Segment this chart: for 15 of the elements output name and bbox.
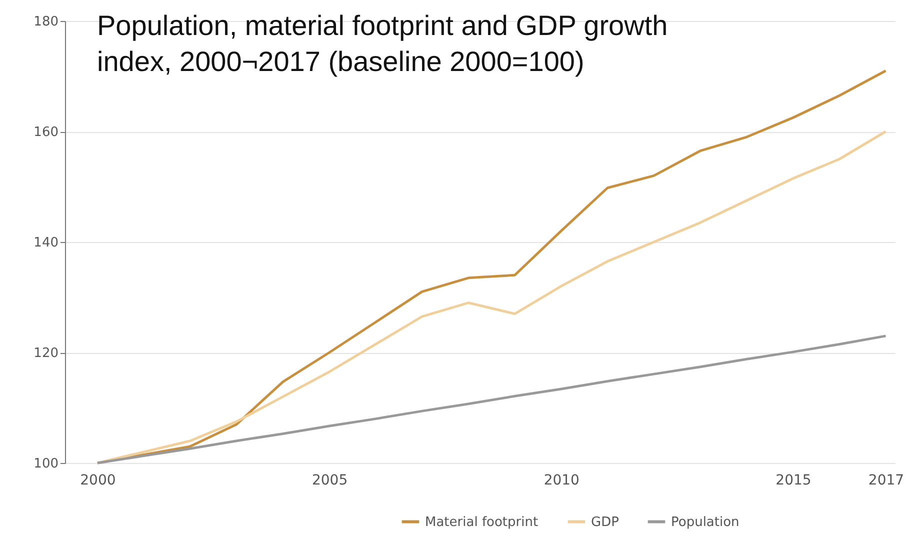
x-tick-label: 2017 (868, 472, 904, 488)
x-tick-label: 2010 (544, 472, 580, 488)
y-tick-label: 160 (34, 125, 58, 140)
legend-label: GDP (591, 514, 620, 530)
y-tick-label: 180 (34, 14, 58, 30)
y-tick-label: 120 (34, 346, 58, 361)
y-tick-label: 140 (34, 236, 58, 250)
line-series (96, 334, 887, 464)
legend-label: Population (671, 514, 740, 530)
chart-title: Population, material footprint and GDP growth index, 2000¬2017 (baseline 2000=100) (97, 10, 668, 77)
x-tick-label: 2000 (80, 472, 116, 488)
legend-label: Material footprint (425, 514, 538, 530)
y-tick-label: 100 (34, 456, 58, 472)
x-tick-label: 2005 (312, 472, 348, 488)
x-tick-label: 2015 (776, 472, 812, 488)
